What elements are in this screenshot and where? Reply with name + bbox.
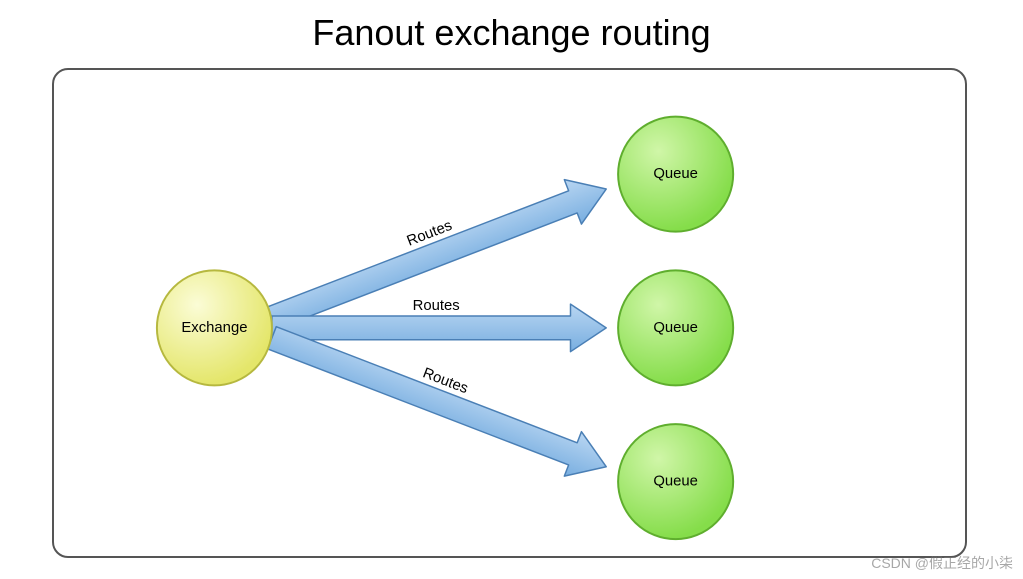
node-label: Queue: [653, 166, 698, 182]
watermark: CSDN @假正经的小柒: [871, 553, 1013, 573]
node-label: Exchange: [181, 320, 247, 336]
node-label: Queue: [653, 320, 698, 336]
page-title: Fanout exchange routing: [0, 0, 1023, 54]
node-exchange: Exchange: [157, 270, 272, 385]
edge-label: Routes: [413, 298, 460, 314]
node-queue2: Queue: [618, 270, 733, 385]
node-queue1: Queue: [618, 117, 733, 232]
diagram-frame: RoutesRoutesRoutesExchangeQueueQueueQueu…: [52, 68, 967, 558]
node-queue3: Queue: [618, 424, 733, 539]
diagram-svg: RoutesRoutesRoutesExchangeQueueQueueQueu…: [54, 70, 965, 556]
node-label: Queue: [653, 474, 698, 490]
